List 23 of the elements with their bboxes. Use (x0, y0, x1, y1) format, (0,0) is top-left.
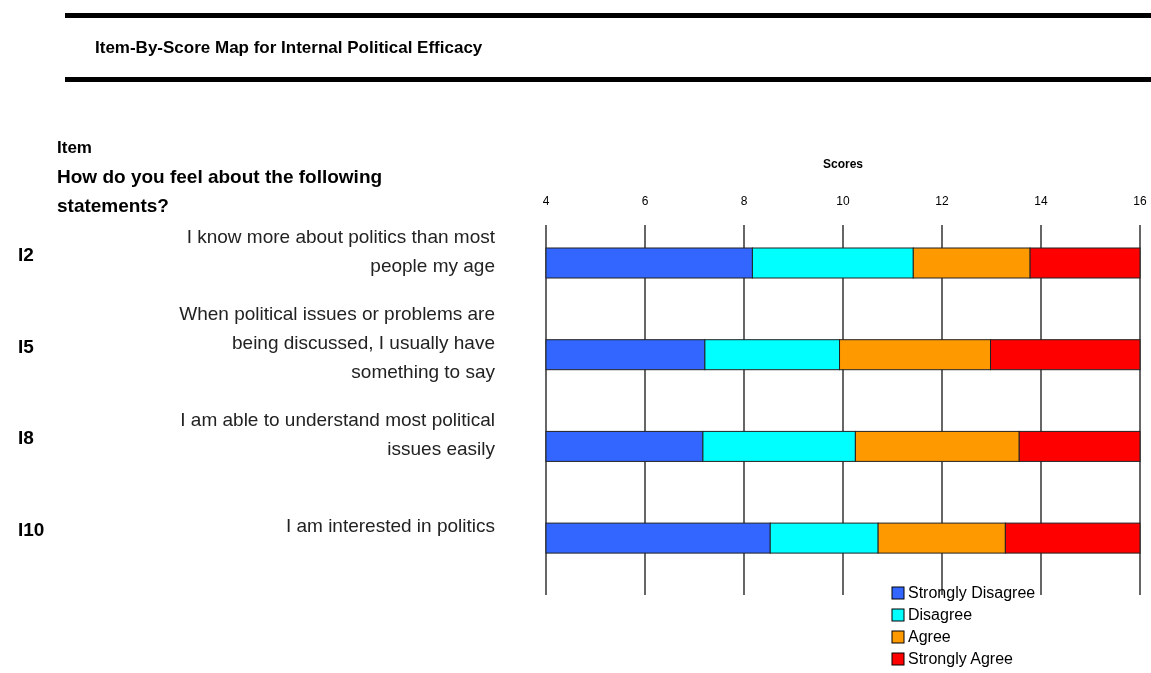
x-tick-label: 6 (641, 194, 649, 208)
x-tick-label: 4 (542, 194, 550, 208)
x-axis-title: Scores (822, 157, 864, 171)
y-tick-label: I know more about politics than most people my age (186, 225, 496, 276)
text: I10 (18, 519, 45, 541)
legend-label: Strongly Disagree (908, 584, 1036, 601)
y-tick-label: I am interested in politics (285, 515, 495, 537)
text: I5 (18, 335, 35, 357)
legend-label: Strongly Agree (908, 650, 1014, 667)
legend-label: Disagree (908, 606, 973, 623)
x-tick-label: 16 (1133, 194, 1147, 208)
text: How do you feel about the following statements? (57, 166, 383, 216)
x-tick-label: 8 (740, 194, 748, 208)
text: Item-By-Score Map for Internal Political Efficacy (95, 38, 483, 57)
text: I2 (18, 244, 34, 265)
x-tick-label: 12 (935, 194, 949, 208)
y-tick-label: I am able to understand most political issues easily (180, 408, 496, 459)
x-tick-label: 10 (836, 194, 850, 208)
text: I8 (18, 427, 34, 449)
y-tick-label: When political issues or problems are being discussed, I usually have something to say (179, 302, 496, 382)
legend-label: Agree (908, 628, 951, 645)
text: Item (57, 138, 92, 157)
x-tick-label: 14 (1034, 194, 1048, 208)
